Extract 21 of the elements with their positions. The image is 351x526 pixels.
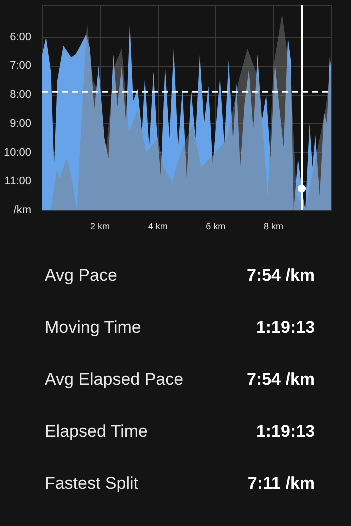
x-tick-label: 4 km [148,222,168,232]
y-tick-label: 11:00 [4,176,32,188]
y-tick-label: 7:00 [10,60,32,72]
text: 1:19:13 [256,422,316,441]
x-tick-label: 6 km [206,222,226,232]
text: 7:54 /km [246,266,316,285]
text: 7:11 /km [248,474,316,493]
text: Elapsed Time [44,422,148,441]
x-tick-label: 8 km [264,222,284,232]
y-tick-label: 6:00 [10,31,32,44]
text: 1:19:13 [256,318,316,337]
text: Avg Pace [44,266,118,285]
y-tick-label: 10:00 [4,146,32,159]
text: Moving Time [44,318,142,337]
x-tick-label: 2 km [90,222,110,232]
text: 7:54 /km [246,370,316,389]
y-tick-label: /km [14,204,32,216]
text: Avg Elapsed Pace [44,370,184,389]
text: Fastest Split [44,474,139,493]
y-tick-label: 8:00 [10,89,32,102]
y-tick-label: 9:00 [10,118,32,130]
